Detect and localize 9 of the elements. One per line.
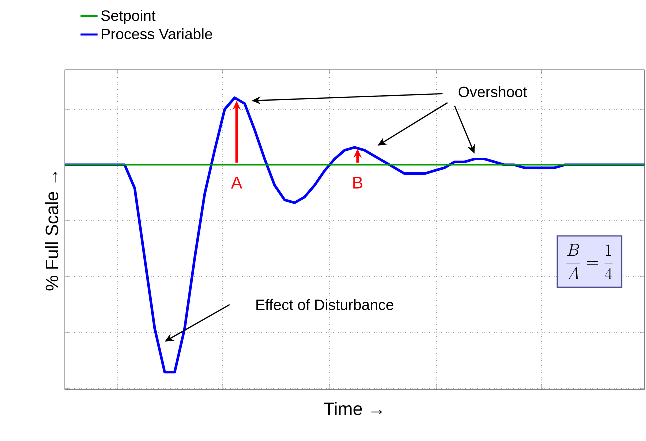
annotation: Effect of Disturbance: [256, 299, 394, 310]
y-axis-title: % Full Scale →: [45, 172, 59, 291]
annotation: $\frac{B}{A}=\frac{1}{4}$: [566, 244, 613, 280]
annotation: A: [231, 177, 243, 189]
annotation: B: [354, 177, 363, 189]
text: Overshoot: [458, 86, 528, 98]
legend-label: Process Variable: [102, 28, 212, 40]
legend-label: Setpoint: [102, 10, 156, 24]
x-axis-title: Time →: [324, 402, 382, 416]
